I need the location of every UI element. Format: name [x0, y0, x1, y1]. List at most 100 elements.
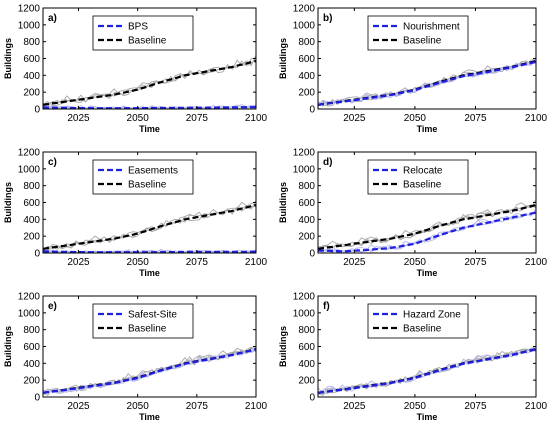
- x-tick-label: 2025: [343, 401, 366, 412]
- x-axis-label: Time: [139, 412, 160, 422]
- y-tick-label: 400: [23, 215, 40, 226]
- x-tick-label: 2075: [186, 113, 209, 124]
- y-tick-label: 800: [298, 37, 315, 48]
- y-tick-label: 600: [23, 198, 40, 209]
- plot-area: [318, 346, 536, 396]
- y-tick-label: 1200: [18, 292, 41, 303]
- plot-area: [43, 54, 256, 109]
- x-axis-label: Time: [139, 124, 160, 134]
- panel-b: 0 200 400 600 800 1000 1200 2025 2050 2075 2100 Tim…: [278, 4, 548, 135]
- series-line-safest-site: [43, 348, 256, 394]
- x-axis-label: Time: [417, 268, 438, 278]
- panel-label: b): [323, 13, 332, 24]
- y-axis-label: Buildings: [3, 326, 13, 367]
- panel-label: d): [323, 157, 332, 168]
- y-axis-label: Buildings: [278, 326, 288, 367]
- x-tick-label: 2100: [525, 257, 548, 268]
- y-axis-label: Buildings: [3, 38, 13, 79]
- replicate-line: [318, 59, 536, 107]
- y-tick-label: 200: [298, 232, 315, 243]
- plot-area: [318, 56, 536, 107]
- y-tick-label: 800: [298, 181, 315, 192]
- x-axis-label: Time: [417, 412, 438, 422]
- x-tick-label: 2100: [525, 113, 548, 124]
- panel-d: 0 200 400 600 800 1000 1200 2025 2050 2075 2100 Tim…: [278, 148, 548, 279]
- y-tick-label: 1000: [18, 308, 41, 319]
- legend-entry: Baseline: [128, 180, 167, 191]
- y-tick-label: 600: [298, 54, 315, 65]
- series-line-nourishment: [318, 60, 536, 106]
- y-tick-label: 0: [309, 249, 315, 260]
- legend: Relocate Baseline: [367, 159, 469, 195]
- plot-area: [43, 345, 256, 396]
- y-tick-label: 1000: [18, 164, 41, 175]
- y-tick-label: 1000: [293, 164, 316, 175]
- y-tick-label: 800: [23, 181, 40, 192]
- panel-label: e): [48, 301, 57, 312]
- legend-entry: Relocate: [403, 166, 443, 177]
- panel-label: a): [48, 13, 57, 24]
- y-tick-label: 200: [298, 88, 315, 99]
- y-tick-label: 1200: [18, 4, 41, 15]
- x-tick-label: 2050: [404, 401, 427, 412]
- series-line-hazard-zone: [318, 348, 536, 394]
- y-tick-label: 600: [298, 198, 315, 209]
- legend-entry: Baseline: [403, 36, 442, 47]
- y-tick-label: 0: [309, 105, 315, 116]
- y-tick-label: 800: [23, 37, 40, 48]
- panel-label: c): [48, 157, 57, 168]
- y-tick-label: 400: [23, 359, 40, 370]
- y-axis-label: Buildings: [278, 182, 288, 223]
- y-tick-label: 0: [34, 249, 40, 260]
- legend-entry: Safest-Site: [128, 310, 177, 321]
- x-tick-label: 2075: [186, 257, 209, 268]
- y-tick-label: 800: [298, 325, 315, 336]
- plot-area: [318, 199, 536, 253]
- x-tick-label: 2100: [525, 401, 548, 412]
- y-tick-label: 1000: [293, 308, 316, 319]
- legend-box: [92, 159, 194, 195]
- legend-entry: Baseline: [128, 324, 167, 335]
- replicate-line: [43, 56, 256, 107]
- legend: Easements Baseline: [92, 159, 194, 195]
- plot-area: [43, 199, 256, 253]
- replicate-line: [43, 54, 256, 107]
- legend-box: [367, 15, 469, 51]
- y-tick-label: 1200: [293, 292, 316, 303]
- legend-entry: BPS: [128, 22, 148, 33]
- x-tick-label: 2025: [67, 257, 90, 268]
- legend: Nourishment Baseline: [367, 15, 469, 51]
- y-tick-label: 200: [23, 376, 40, 387]
- x-tick-label: 2050: [127, 401, 150, 412]
- y-tick-label: 1200: [293, 4, 316, 15]
- x-tick-label: 2075: [464, 257, 487, 268]
- y-tick-label: 0: [34, 105, 40, 116]
- x-tick-label: 2100: [245, 401, 268, 412]
- x-tick-label: 2050: [404, 113, 427, 124]
- x-tick-label: 2025: [343, 113, 366, 124]
- x-tick-label: 2025: [343, 257, 366, 268]
- legend-box: [92, 15, 194, 51]
- x-tick-label: 2075: [464, 113, 487, 124]
- legend-entry: Baseline: [403, 324, 442, 335]
- legend: Hazard Zone Baseline: [367, 303, 469, 339]
- x-tick-label: 2025: [67, 113, 90, 124]
- x-tick-label: 2025: [67, 401, 90, 412]
- replicate-line: [318, 57, 536, 107]
- x-tick-label: 2075: [464, 401, 487, 412]
- legend-entry: Hazard Zone: [403, 310, 461, 321]
- x-tick-label: 2100: [245, 257, 268, 268]
- y-tick-label: 600: [298, 342, 315, 353]
- legend: BPS Baseline: [92, 15, 194, 51]
- y-tick-label: 200: [298, 376, 315, 387]
- series-line-baseline: [318, 203, 536, 250]
- panel-f: 0 200 400 600 800 1000 1200 2025 2050 2075 2100 Tim…: [278, 292, 548, 423]
- y-tick-label: 600: [23, 54, 40, 65]
- y-tick-label: 1000: [293, 20, 316, 31]
- legend-entry: Nourishment: [403, 22, 460, 33]
- legend-box: [367, 303, 469, 339]
- y-tick-label: 600: [23, 342, 40, 353]
- legend-entry: Baseline: [403, 180, 442, 191]
- replicate-line: [318, 346, 536, 394]
